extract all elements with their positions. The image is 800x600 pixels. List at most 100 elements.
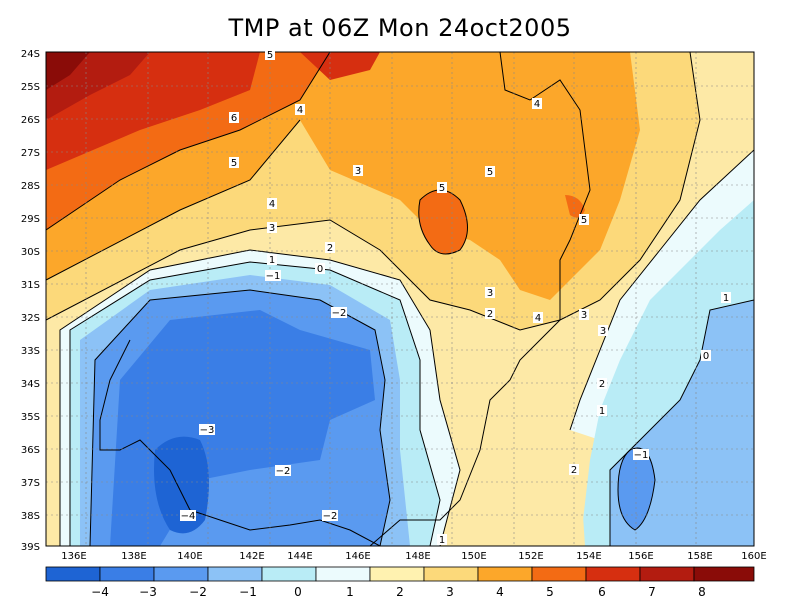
colorbar-bin — [153, 566, 209, 582]
svg-text:4: 4 — [535, 313, 541, 324]
contour-label: 3 — [485, 287, 495, 299]
contour-label: 5 — [229, 157, 239, 169]
colorbar-label: −2 — [189, 585, 207, 599]
contour-lines — [46, 52, 754, 546]
svg-text:3: 3 — [355, 166, 361, 177]
contour-label: 5 — [485, 166, 495, 178]
colorbar: −4 −3 −2 −1 0 1 2 3 4 5 6 7 8 — [45, 566, 755, 599]
contour-label: 2 — [485, 308, 495, 320]
band-neg4-neg3 — [154, 436, 209, 534]
contour-label: 5 — [437, 182, 447, 194]
lat-tick: 36S — [21, 445, 40, 456]
lon-axis: 136E 138E 140E 142E 144E 146E 148E 150E … — [61, 551, 766, 562]
contour-label: −2 — [322, 510, 338, 522]
lon-tick: 146E — [345, 551, 370, 562]
contour-label: 4 — [267, 198, 277, 210]
colorbar-label: 5 — [546, 585, 554, 599]
map-title: TMP at 06Z Mon 24oct2005 — [228, 14, 572, 42]
colorbar-label: −3 — [139, 585, 157, 599]
lon-tick: 154E — [576, 551, 601, 562]
colorbar-bin — [639, 566, 695, 582]
svg-text:−3: −3 — [200, 425, 215, 436]
colorbar-label: 2 — [396, 585, 404, 599]
lat-tick: 32S — [21, 313, 40, 324]
contour-label: 3 — [353, 165, 363, 177]
lon-tick: 152E — [518, 551, 543, 562]
contour-label: 1 — [267, 254, 277, 266]
contour-label: −3 — [199, 424, 215, 436]
colorbar-bin — [585, 566, 641, 582]
svg-text:1: 1 — [723, 293, 729, 304]
contour-label: 3 — [598, 325, 608, 337]
svg-text:−1: −1 — [634, 450, 649, 461]
contour-label: 2 — [597, 378, 607, 390]
band-8-plus — [46, 52, 90, 90]
svg-text:3: 3 — [600, 326, 606, 337]
band-5-6-small — [565, 195, 585, 218]
lat-tick: 29S — [21, 214, 40, 225]
contour-label: 1 — [437, 534, 447, 546]
svg-text:5: 5 — [487, 167, 493, 178]
lat-tick: 30S — [21, 247, 40, 258]
svg-text:6: 6 — [231, 113, 237, 124]
colorbar-label: 1 — [346, 585, 354, 599]
colorbar-label: −4 — [91, 585, 109, 599]
colorbar-bin — [423, 566, 479, 582]
plot-frame — [45, 51, 755, 547]
lat-tick: 31S — [21, 280, 40, 291]
svg-text:0: 0 — [317, 264, 323, 275]
lon-tick: 156E — [628, 551, 653, 562]
lat-tick: 35S — [21, 412, 40, 423]
colorbar-label: 6 — [598, 585, 606, 599]
colorbar-bin — [261, 566, 317, 582]
lat-axis: 24S 25S 26S 27S 28S 29S 30S 31S 32S 33S … — [21, 49, 40, 553]
svg-text:1: 1 — [599, 406, 605, 417]
svg-text:2: 2 — [599, 379, 605, 390]
band-6-7-top — [300, 52, 380, 80]
colorbar-bin — [693, 566, 755, 582]
contour-label: −1 — [265, 270, 281, 282]
contour-label: 0 — [701, 350, 711, 362]
lon-tick: 138E — [121, 551, 146, 562]
svg-text:−2: −2 — [323, 511, 338, 522]
contour-label: 1 — [721, 292, 731, 304]
contour-label: 5 — [265, 49, 275, 61]
colorbar-bin — [45, 566, 101, 582]
contour-label: 5 — [579, 214, 589, 226]
band-2-3-strip — [550, 470, 585, 546]
lat-lon-grid — [46, 52, 754, 546]
svg-text:5: 5 — [231, 158, 237, 169]
lat-tick: 38S — [21, 511, 40, 522]
lat-tick: 24S — [21, 49, 40, 60]
contour-label: 4 — [532, 98, 542, 110]
contour-label: −2 — [331, 307, 347, 319]
contour-label: 0 — [315, 263, 325, 275]
contour-labels: 5 6 4 4 5 5 3 5 4 5 3 2 1 0 −1 −2 3 2 4 … — [180, 49, 731, 546]
colorbar-bin — [207, 566, 263, 582]
svg-text:1: 1 — [269, 255, 275, 266]
colorbar-bin — [477, 566, 533, 582]
colorbar-bin — [369, 566, 425, 582]
svg-text:5: 5 — [581, 215, 587, 226]
contour-label: 4 — [533, 312, 543, 324]
svg-text:0: 0 — [703, 351, 709, 362]
contour-label: −4 — [180, 510, 196, 522]
svg-text:4: 4 — [297, 105, 303, 116]
lat-tick: 28S — [21, 181, 40, 192]
svg-text:2: 2 — [571, 465, 577, 476]
colorbar-label: 0 — [294, 585, 302, 599]
colorbar-bin — [315, 566, 371, 582]
contour-label: 2 — [325, 242, 335, 254]
lon-tick: 144E — [287, 551, 312, 562]
svg-text:−2: −2 — [332, 308, 347, 319]
contour-label: 4 — [295, 104, 305, 116]
lon-tick: 160E — [741, 551, 766, 562]
lon-tick: 140E — [177, 551, 202, 562]
svg-text:3: 3 — [581, 310, 587, 321]
colorbar-bin — [531, 566, 587, 582]
contour-label: −2 — [275, 465, 291, 477]
svg-text:5: 5 — [439, 183, 445, 194]
svg-text:1: 1 — [439, 535, 445, 546]
lon-tick: 142E — [239, 551, 264, 562]
